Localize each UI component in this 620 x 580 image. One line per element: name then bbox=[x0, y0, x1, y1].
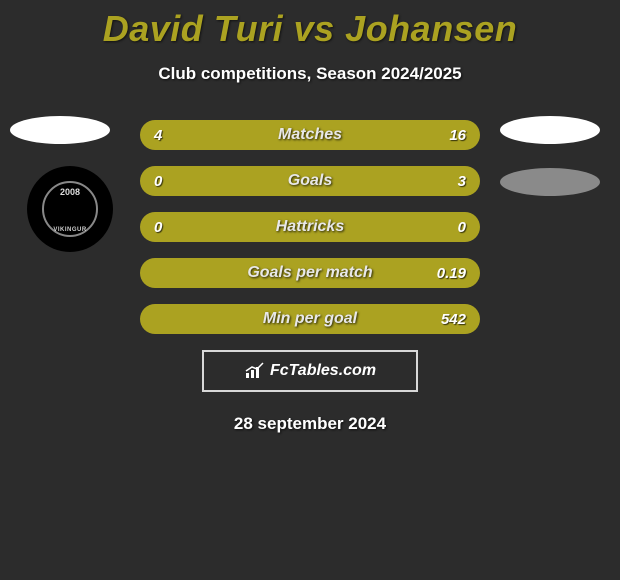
stat-row-goals-per-match: Goals per match 0.19 bbox=[140, 258, 480, 288]
stat-right-value: 0 bbox=[458, 219, 466, 236]
stat-row-matches: 4 Matches 16 bbox=[140, 120, 480, 150]
stat-label: Min per goal bbox=[140, 310, 480, 328]
player-left-badge bbox=[10, 116, 110, 144]
stat-right-value: 16 bbox=[449, 127, 466, 144]
club-logo: 2008 VIKINGUR bbox=[27, 166, 113, 252]
page-title: David Turi vs Johansen bbox=[0, 0, 620, 50]
stat-right-value: 0.19 bbox=[437, 265, 466, 282]
chart-icon bbox=[244, 362, 266, 380]
stat-label: Goals per match bbox=[140, 264, 480, 282]
stat-label: Goals bbox=[140, 172, 480, 190]
footer-brand-box[interactable]: FcTables.com bbox=[202, 350, 418, 392]
stat-row-hattricks: 0 Hattricks 0 bbox=[140, 212, 480, 242]
stat-right-value: 542 bbox=[441, 311, 466, 328]
stat-label: Hattricks bbox=[140, 218, 480, 236]
stat-right-value: 3 bbox=[458, 173, 466, 190]
club-logo-inner: 2008 VIKINGUR bbox=[42, 181, 98, 237]
stat-row-goals: 0 Goals 3 bbox=[140, 166, 480, 196]
player-right-badge-1 bbox=[500, 116, 600, 144]
date-text: 28 september 2024 bbox=[0, 414, 620, 434]
stat-row-min-per-goal: Min per goal 542 bbox=[140, 304, 480, 334]
stat-label: Matches bbox=[140, 126, 480, 144]
club-name: VIKINGUR bbox=[44, 227, 96, 233]
subtitle: Club competitions, Season 2024/2025 bbox=[0, 64, 620, 84]
player-right-badge-2 bbox=[500, 168, 600, 196]
comparison-content: 2008 VIKINGUR 4 Matches 16 0 Goals 3 0 H… bbox=[0, 120, 620, 434]
club-year: 2008 bbox=[44, 187, 96, 197]
footer-brand-text: FcTables.com bbox=[270, 362, 376, 380]
stat-bars: 4 Matches 16 0 Goals 3 0 Hattricks 0 Goa… bbox=[140, 120, 480, 334]
